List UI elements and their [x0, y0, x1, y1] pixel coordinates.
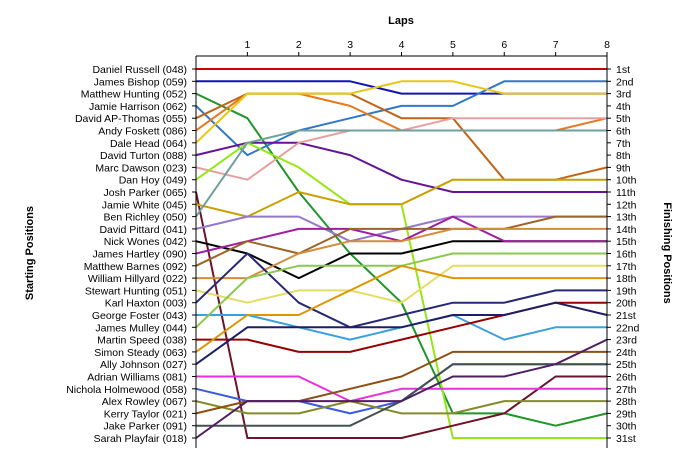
finishing-position-label: 27th — [616, 384, 637, 396]
finishing-position-label: 22nd — [616, 322, 640, 334]
finishing-position-label: 11th — [616, 187, 636, 199]
series-line — [195, 80, 607, 157]
starting-position-label: Dale Head (064) — [110, 138, 187, 150]
starting-position-label: Adrian Williams (081) — [87, 372, 187, 384]
starting-position-label: William Hillyard (022) — [88, 273, 187, 285]
finishing-position-label: 6th — [616, 126, 631, 138]
series-line — [196, 363, 607, 427]
finishing-position-label: 13th — [616, 212, 637, 224]
finishing-position-label: 29th — [616, 408, 637, 420]
starting-position-label: Marc Dawson (023) — [95, 162, 187, 174]
starting-position-label: Dan Hoy (049) — [119, 175, 187, 187]
series-line — [195, 215, 607, 255]
starting-position-label: Andy Foskett (086) — [98, 126, 187, 138]
series-line — [195, 301, 608, 366]
finishing-positions-labels: 1st2nd3rd4th5th6th7th8th9th10th11th12th1… — [616, 64, 640, 445]
finishing-position-label: 21st — [616, 310, 636, 322]
finishing-position-label: 12th — [616, 199, 637, 211]
finishing-position-label: 7th — [616, 138, 631, 150]
starting-position-label: Jamie Harrison (062) — [89, 101, 187, 113]
finishing-position-label: 18th — [616, 273, 637, 285]
starting-position-label: Matthew Barnes (092) — [84, 261, 187, 273]
finishing-position-label: 1st — [616, 64, 630, 76]
starting-position-label: Alex Rowley (067) — [102, 396, 187, 408]
starting-position-label: George Foster (043) — [92, 310, 187, 322]
starting-position-label: Ally Johnson (027) — [100, 359, 187, 371]
starting-position-label: Simon Steady (063) — [94, 347, 187, 359]
left-axis-title: Starting Positions — [24, 206, 36, 300]
starting-position-label: Karl Haxton (003) — [105, 298, 187, 310]
starting-position-label: Stewart Hunting (051) — [85, 285, 187, 297]
x-tick-label: 1 — [244, 39, 250, 51]
starting-position-label: David Turton (088) — [100, 150, 187, 162]
series-line — [195, 264, 607, 304]
finishing-position-label: 15th — [616, 236, 637, 248]
starting-position-label: Josh Parker (065) — [104, 187, 187, 199]
starting-positions-labels: Daniel Russell (048)James Bishop (059)Ma… — [66, 64, 187, 445]
finishing-position-label: 8th — [616, 150, 631, 162]
finishing-position-label: 28th — [616, 396, 637, 408]
finishing-position-label: 26th — [616, 372, 637, 384]
finishing-position-label: 4th — [616, 101, 631, 113]
x-tick-label: 4 — [399, 39, 405, 51]
finishing-position-label: 5th — [616, 113, 631, 125]
series-line — [195, 264, 607, 353]
right-axis-title: Finishing Positions — [661, 202, 673, 303]
finishing-position-label: 31st — [616, 433, 636, 445]
starting-position-label: Ben Richley (050) — [104, 212, 187, 224]
finishing-position-label: 14th — [616, 224, 637, 236]
series-line — [196, 375, 607, 403]
starting-position-label: James Hartley (090) — [92, 249, 187, 261]
starting-position-label: Matthew Hunting (052) — [81, 89, 187, 101]
series-line — [195, 129, 607, 218]
x-tick-label: 5 — [450, 39, 456, 51]
finishing-position-label: 10th — [616, 175, 637, 187]
starting-position-label: Daniel Russell (048) — [92, 64, 187, 76]
finishing-position-label: 3rd — [616, 89, 631, 101]
starting-position-label: David AP-Thomas (055) — [75, 113, 187, 125]
series-lines — [195, 68, 608, 439]
starting-position-label: Sarah Playfair (018) — [94, 433, 187, 445]
series-line — [195, 400, 607, 415]
finishing-position-label: 2nd — [616, 76, 634, 88]
series-line — [195, 338, 608, 439]
x-tick-label: 6 — [501, 39, 507, 51]
series-line — [195, 215, 607, 267]
series-line — [195, 178, 607, 218]
starting-position-label: Jake Parker (091) — [104, 421, 187, 433]
finishing-position-label: 30th — [616, 421, 637, 433]
starting-position-label: Nick Wones (042) — [104, 236, 187, 248]
x-tick-label: 8 — [604, 39, 610, 51]
finishing-position-label: 16th — [616, 249, 637, 261]
starting-position-label: Martin Speed (038) — [97, 335, 187, 347]
x-tick-label: 7 — [553, 39, 559, 51]
starting-position-label: Jamie White (045) — [102, 199, 187, 211]
finishing-position-label: 20th — [616, 298, 637, 310]
x-tick-label: 3 — [347, 39, 353, 51]
chart-title: Laps — [388, 15, 414, 27]
finishing-position-label: 19th — [616, 285, 637, 297]
starting-position-label: David Pittard (041) — [99, 224, 187, 236]
series-line — [195, 117, 607, 181]
starting-position-label: James Bishop (059) — [94, 76, 187, 88]
finishing-position-label: 24th — [616, 347, 637, 359]
starting-position-label: Kerry Taylor (021) — [104, 408, 187, 420]
series-line — [195, 80, 607, 144]
series-line — [195, 92, 608, 132]
finishing-position-label: 25th — [616, 359, 637, 371]
x-tick-label: 2 — [296, 39, 302, 51]
starting-position-label: Nichola Holmewood (058) — [66, 384, 187, 396]
finishing-position-label: 17th — [616, 261, 637, 273]
finishing-position-label: 9th — [616, 162, 631, 174]
series-line — [195, 141, 607, 193]
series-line — [195, 141, 607, 439]
series-line — [196, 80, 607, 95]
finishing-position-label: 23rd — [616, 335, 637, 347]
starting-position-label: James Mulley (044) — [95, 322, 187, 334]
series-line — [195, 252, 607, 329]
lap-ticks: 1 2 3 4 5 6 7 8 — [244, 39, 610, 56]
